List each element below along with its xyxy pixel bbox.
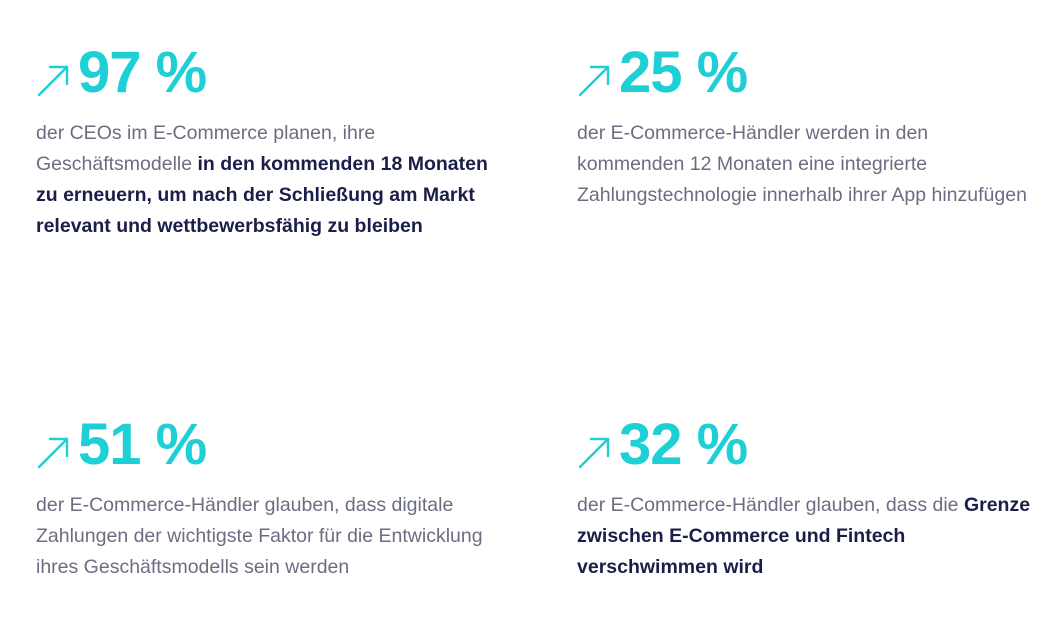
description-text: der CEOs im E-Commerce planen, ihre Gesc… (36, 122, 376, 175)
stat-header: 25 % (577, 28, 1040, 102)
stat-block-51: 51 % der E-Commerce-Händler glauben, das… (36, 400, 506, 583)
stat-description: der E-Commerce-Händler glauben, dass die… (577, 490, 1037, 583)
stat-description: der E-Commerce-Händler werden in den kom… (577, 118, 1037, 211)
stat-description: der E-Commerce-Händler glauben, dass dig… (36, 490, 496, 583)
stat-value: 97 % (78, 40, 207, 105)
stat-value: 51 % (78, 412, 207, 477)
description-emphasis: Grenze zwischen E-Commerce und Fintech v… (577, 494, 1031, 578)
stat-value: 32 % (619, 412, 748, 477)
description-text: der E-Commerce-Händler glauben, dass die (577, 494, 964, 516)
stat-header: 51 % (36, 400, 506, 474)
stat-block-32: 32 % der E-Commerce-Händler glauben, das… (577, 400, 1040, 583)
stat-block-25: 25 % der E-Commerce-Händler werden in de… (577, 28, 1040, 211)
stat-header: 97 % (36, 28, 506, 102)
arrow-up-right-icon (578, 437, 610, 469)
arrow-up-right-icon (578, 65, 610, 97)
stat-header: 32 % (577, 400, 1040, 474)
description-text: der E-Commerce-Händler glauben, dass dig… (36, 494, 483, 578)
stat-block-97: 97 % der CEOs im E-Commerce planen, ihre… (36, 28, 506, 242)
stat-value: 25 % (619, 40, 748, 105)
arrow-up-right-icon (37, 437, 69, 469)
stat-description: der CEOs im E-Commerce planen, ihre Gesc… (36, 118, 496, 242)
description-emphasis: in den kommenden 18 Monaten zu erneuern,… (36, 153, 488, 237)
description-text: der E-Commerce-Händler werden in den kom… (577, 122, 1027, 206)
arrow-up-right-icon (37, 65, 69, 97)
